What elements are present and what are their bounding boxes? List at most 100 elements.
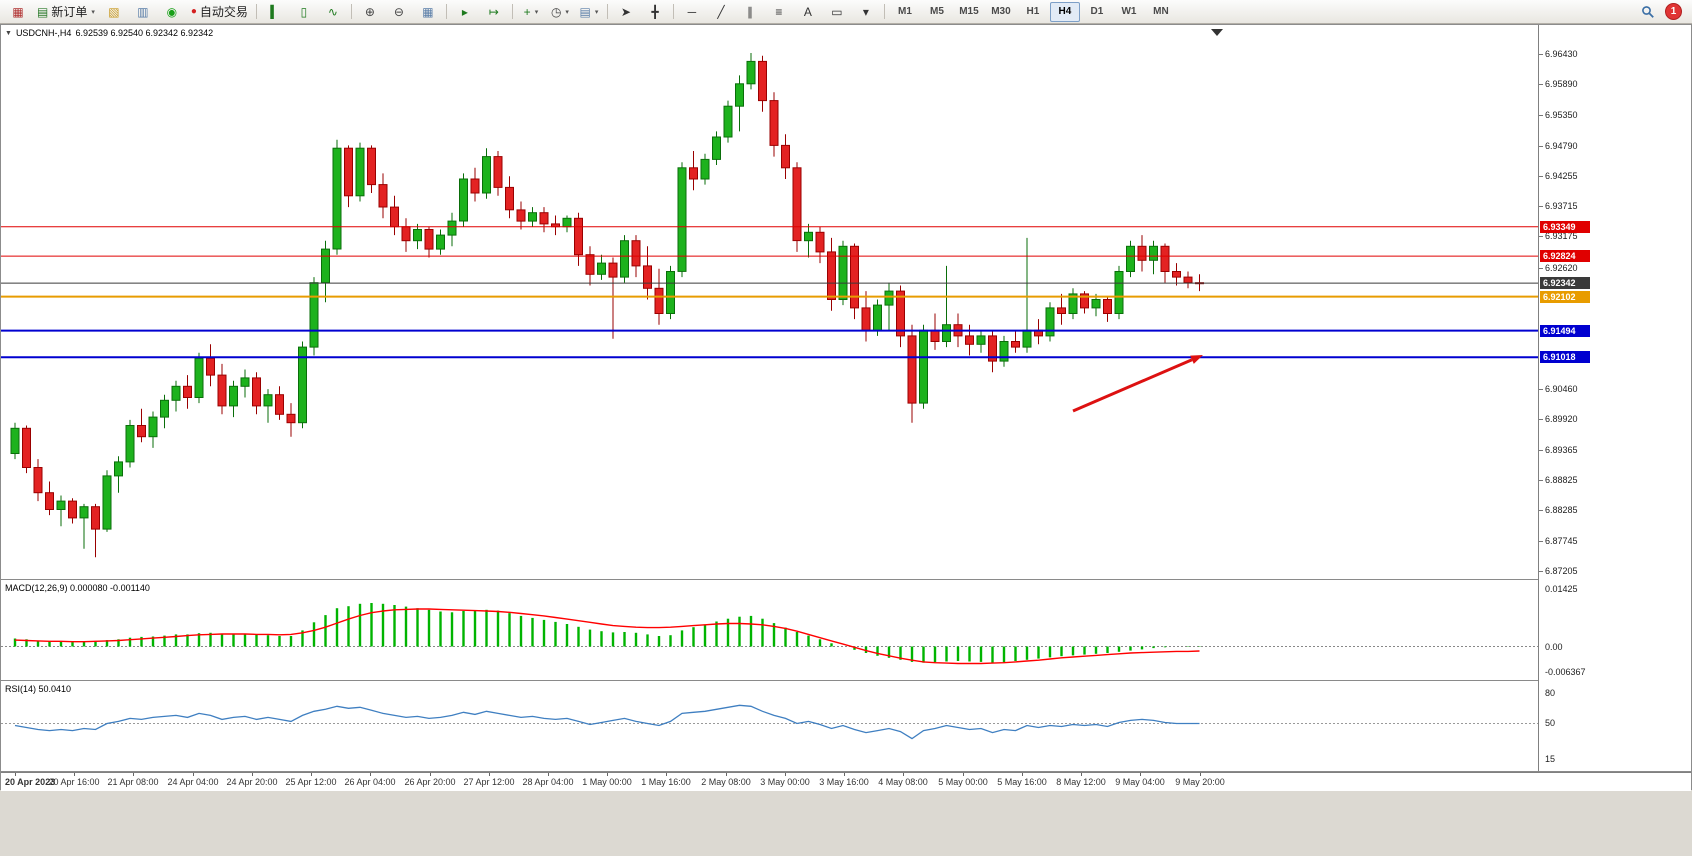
time-tick-mark — [1200, 773, 1201, 776]
new-order-button[interactable]: ▤ 新订单 ▾ — [33, 1, 99, 23]
price-level-badge: 6.92824 — [1540, 250, 1590, 262]
auto-scroll-button[interactable]: ▸ — [451, 1, 479, 23]
candle — [436, 229, 445, 255]
candle — [390, 195, 399, 236]
rsi-line — [14, 704, 1200, 740]
market-button[interactable]: ◉ — [158, 1, 186, 23]
arrows-icon: ▾ — [862, 4, 869, 19]
time-tick-mark — [1140, 773, 1141, 776]
candle — [459, 173, 468, 227]
rsi-indicator-label: RSI(14) 50.0410 — [5, 684, 72, 694]
timeframe-m1[interactable]: M1 — [897, 6, 912, 17]
channel-button[interactable]: ∥ — [736, 1, 764, 23]
window-bottom-area — [0, 790, 1692, 856]
candle — [930, 313, 940, 350]
rsi-pane[interactable] — [1, 681, 1538, 771]
templates-button[interactable]: ▤ ▾ — [575, 1, 603, 23]
candlestick-chart-button[interactable]: ▯ — [290, 1, 318, 23]
pane-divider[interactable] — [1, 680, 1691, 681]
price-tick-mark — [1539, 571, 1543, 572]
periods-icon: ◷ — [550, 4, 562, 19]
candle — [1137, 235, 1147, 272]
candle — [1068, 288, 1078, 320]
timeframe-h1[interactable]: H1 — [1026, 6, 1040, 17]
chart-shift-button[interactable]: ↦ — [480, 1, 508, 23]
candle — [1011, 330, 1020, 353]
candle — [183, 375, 192, 409]
time-label: 24 Apr 20:00 — [226, 777, 278, 787]
toolbar-separator — [883, 4, 885, 19]
fibonacci-button[interactable]: ≡ — [765, 1, 793, 23]
time-label: 9 May 04:00 — [1115, 777, 1165, 787]
timeframe-m15[interactable]: M15 — [959, 6, 979, 17]
text-button[interactable]: A — [794, 1, 822, 23]
pane-divider[interactable] — [1, 579, 1691, 580]
timeframe-m30[interactable]: M30 — [991, 6, 1011, 17]
price-tick-label: 6.87205 — [1545, 566, 1578, 576]
auto-trading-button[interactable]: ● 自动交易 — [187, 1, 252, 23]
zoom-in-button[interactable]: ⊕ — [356, 1, 384, 23]
price-tick-mark — [1539, 115, 1543, 116]
candle — [125, 419, 135, 468]
add-indicator-button[interactable]: + ▾ — [517, 1, 545, 23]
price-tick-mark — [1539, 206, 1543, 207]
chart-shift-marker[interactable] — [1211, 29, 1223, 36]
toolbar-separator — [255, 4, 257, 19]
time-tick-mark — [133, 773, 134, 776]
price-tick-label: 6.89365 — [1545, 445, 1578, 455]
time-label: 3 May 16:00 — [819, 777, 869, 787]
zoom-out-icon: ⊖ — [393, 4, 404, 19]
price-axis[interactable]: 6.96430 6.95890 6.95350 6.94790 6.94255 6.937… — [1538, 25, 1691, 771]
timeframe-w1[interactable]: W1 — [1121, 6, 1137, 17]
time-tick-mark — [193, 773, 194, 776]
cursor-button[interactable]: ➤ — [612, 1, 640, 23]
trend-arrow-annotation[interactable] — [1072, 355, 1203, 413]
charts-window-button[interactable]: ▥ — [129, 1, 157, 23]
macd-axis-label: 0.00 — [1545, 642, 1563, 652]
hline-button[interactable]: ─ — [678, 1, 706, 23]
candle — [712, 131, 721, 165]
auto-scroll-icon: ▸ — [461, 4, 468, 19]
label-button[interactable]: ▭ — [823, 1, 851, 23]
main-chart-pane[interactable] — [1, 25, 1538, 579]
macd-pane[interactable] — [1, 580, 1538, 680]
timeframe-h4[interactable]: H4 — [1049, 1, 1080, 22]
periods-button[interactable]: ◷ ▾ — [546, 1, 574, 23]
price-tick-label: 6.93715 — [1545, 201, 1578, 211]
candle — [1149, 240, 1158, 275]
trendline-button[interactable]: ╱ — [707, 1, 735, 23]
pane-divider[interactable] — [1, 771, 1691, 772]
time-tick-mark — [311, 773, 312, 776]
notification-badge[interactable]: 1 — [1665, 3, 1682, 20]
bar-chart-button[interactable]: ▍ — [261, 1, 289, 23]
price-level-badge: 6.93349 — [1540, 221, 1590, 233]
toolbar: ▦ ▤ 新订单 ▾ ▧ ▥ ◉ ● 自动交易 ▍ ▯ ∿ ⊕ ⊖ ▦ ▸ ↦ + ▾ ◷ ▾ ▤ ▾ ➤ ╋ ─ ╱ ∥… — [0, 0, 1692, 24]
time-axis[interactable]: 20 Apr 2023 20 Apr 16:00 21 Apr 08:00 24 Ap… — [1, 772, 1691, 791]
candle — [562, 215, 572, 233]
zoom-out-button[interactable]: ⊖ — [385, 1, 413, 23]
new-chart-icon: ▦ — [12, 4, 24, 19]
new-chart-button[interactable]: ▦ — [4, 1, 32, 23]
candle — [1172, 263, 1181, 286]
price-tick-label: 6.88285 — [1545, 505, 1578, 515]
search-button[interactable] — [1634, 1, 1662, 23]
timeframe-d1[interactable]: D1 — [1090, 6, 1104, 17]
arrows-button[interactable]: ▾ — [852, 1, 880, 23]
time-label: 1 May 16:00 — [641, 777, 691, 787]
candle — [585, 246, 595, 286]
timeframe-mn[interactable]: MN — [1153, 6, 1169, 17]
macd-axis-label: -0.006367 — [1545, 667, 1586, 677]
candlestick-chart-icon: ▯ — [300, 4, 308, 19]
tile-windows-button[interactable]: ▦ — [414, 1, 442, 23]
profiles-button[interactable]: ▧ — [100, 1, 128, 23]
candle — [1045, 302, 1055, 342]
toolbar-separator — [606, 4, 608, 19]
chart-collapse-icon[interactable]: ▼ — [5, 29, 12, 37]
price-tick-label: 6.95890 — [1545, 79, 1578, 89]
candle — [470, 167, 480, 202]
crosshair-button[interactable]: ╋ — [641, 1, 669, 23]
candle — [907, 324, 917, 423]
line-chart-button[interactable]: ∿ — [319, 1, 347, 23]
timeframe-m5[interactable]: M5 — [929, 6, 944, 17]
time-label: 20 Apr 2023 — [5, 777, 56, 787]
